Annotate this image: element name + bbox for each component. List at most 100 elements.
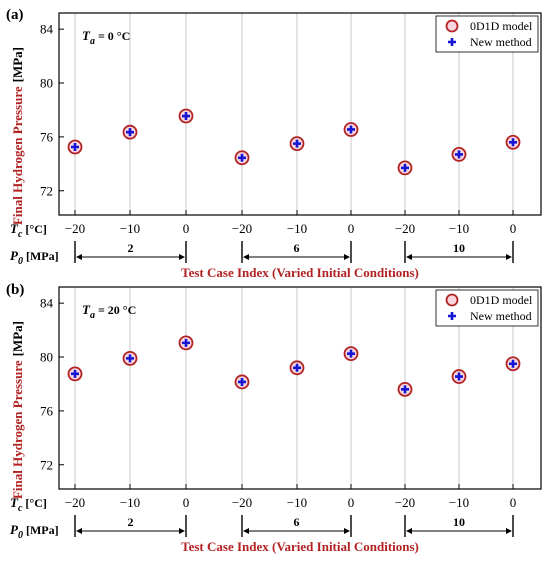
arrow-head-left (406, 254, 412, 260)
symbol: T (82, 28, 91, 43)
arrow-head-left (76, 528, 82, 534)
p0-row-label: P0 [MPa] (10, 248, 59, 267)
point-new-method (71, 369, 79, 378)
y-axis-title: Final Hydrogen Pressure [MPa] (10, 321, 25, 499)
tc-tick-label: −10 (120, 221, 140, 236)
subscript: a (90, 36, 95, 47)
arrow-head-right (344, 528, 350, 534)
tc-tick-label: 0 (510, 495, 517, 510)
point-new-method (509, 138, 517, 147)
tc-tick-label: 0 (348, 221, 355, 236)
legend-marker-new-method (448, 38, 456, 46)
y-tick-label: 72 (40, 183, 53, 198)
point-new-method (509, 359, 517, 368)
legend: 0D1D model New method (435, 289, 539, 327)
p0-row-label: P0 [MPa] (10, 522, 59, 541)
tc-tick-label: −20 (232, 495, 252, 510)
subscript: 0 (18, 256, 23, 267)
y-axis-title-text: Final Hydrogen Pressure (10, 360, 25, 499)
p0-group-label: 10 (453, 515, 465, 529)
y-tick-label: 76 (40, 129, 54, 144)
subscript: c (18, 503, 23, 514)
arrow-head-right (506, 528, 512, 534)
trailing-text: [MPa] (26, 249, 59, 263)
x-axis-title: Test Case Index (Varied Initial Conditio… (181, 539, 419, 554)
legend-marker-0d1d-model (445, 19, 459, 33)
arrow-head-left (243, 528, 249, 534)
arrow-head-right (506, 254, 512, 260)
tc-tick-label: −10 (287, 495, 307, 510)
point-new-method (347, 125, 355, 134)
tc-tick-label: −20 (65, 495, 85, 510)
panel-a: 72 76 80 84 (a) Ta = 0 °C 0D1D model New method F… (6, 7, 542, 280)
legend-marker-0d1d-model (445, 293, 459, 307)
tc-row-label: Tc [°C] (10, 221, 47, 240)
y-tick-label: 80 (40, 350, 53, 365)
y-tick-label: 84 (40, 296, 54, 311)
point-new-method (71, 142, 79, 151)
point-new-method (238, 377, 246, 386)
arrow-head-left (406, 528, 412, 534)
trailing-text: [°C] (25, 496, 46, 510)
symbol: T (10, 495, 19, 510)
point-new-method (293, 139, 301, 148)
p0-group-bracket: 6 (241, 515, 352, 537)
p0-group-label: 6 (294, 515, 300, 529)
arrow-head-left (76, 254, 82, 260)
tc-tick-label: −10 (449, 495, 469, 510)
tc-tick-label: 0 (348, 495, 355, 510)
legend-label-0d1d-model: 0D1D model (470, 293, 533, 307)
p0-group-label: 2 (128, 515, 134, 529)
arrow-head-right (179, 528, 185, 534)
arrow-head-left (243, 254, 249, 260)
p0-group-label: 10 (453, 241, 465, 255)
tc-tick-label: −20 (395, 221, 415, 236)
symbol: P (10, 522, 19, 537)
tc-tick-label: −20 (65, 221, 85, 236)
tc-tick-label: −20 (395, 495, 415, 510)
legend: 0D1D model New method (435, 15, 539, 53)
tc-tick-label: −20 (232, 221, 252, 236)
p0-group-label: 2 (128, 241, 134, 255)
x-axis-title: Test Case Index (Varied Initial Conditio… (181, 265, 419, 280)
point-new-method (455, 372, 463, 381)
y-tick-label: 80 (40, 76, 53, 91)
y-axis-title: Final Hydrogen Pressure [MPa] (10, 47, 25, 225)
tc-tick-label: 0 (510, 221, 517, 236)
subscript: c (18, 229, 23, 240)
tc-tick-label: 0 (183, 495, 190, 510)
arrow-head-right (344, 254, 350, 260)
y-tick-label: 76 (40, 403, 54, 418)
tc-tick-label: −10 (449, 221, 469, 236)
series-0d1d-model (67, 335, 521, 397)
point-new-method (293, 363, 301, 372)
symbol: T (82, 302, 91, 317)
point-new-method (182, 112, 190, 121)
legend-label-new-method: New method (470, 35, 532, 49)
p0-group-label: 6 (294, 241, 300, 255)
panel-b: 72 76 80 84 (b) Ta = 20 °C 0D1D model New method… (6, 282, 542, 554)
subscript: a (90, 310, 95, 321)
symbol: T (10, 221, 19, 236)
ambient-temperature-annotation: Ta = 0 °C (82, 28, 130, 47)
point-new-method (182, 338, 190, 347)
panel-label: (b) (6, 282, 24, 298)
series-0d1d-model (67, 108, 521, 176)
y-axis-unit: [MPa] (10, 321, 25, 356)
point-new-method (401, 163, 409, 172)
plot-frame (58, 286, 542, 490)
point-new-method (401, 385, 409, 394)
legend-label-0d1d-model: 0D1D model (470, 19, 533, 33)
arrow-head-right (179, 254, 185, 260)
point-new-method (347, 349, 355, 358)
point-new-method (126, 354, 134, 363)
legend-label-new-method: New method (470, 309, 532, 323)
ambient-temperature-annotation: Ta = 20 °C (82, 302, 136, 321)
trailing-text: = 20 °C (98, 303, 136, 317)
series-new-method (71, 112, 517, 172)
p0-group-bracket: 10 (404, 515, 514, 537)
panel-label: (a) (6, 7, 24, 23)
y-axis-unit: [MPa] (10, 47, 25, 82)
point-new-method (238, 153, 246, 162)
